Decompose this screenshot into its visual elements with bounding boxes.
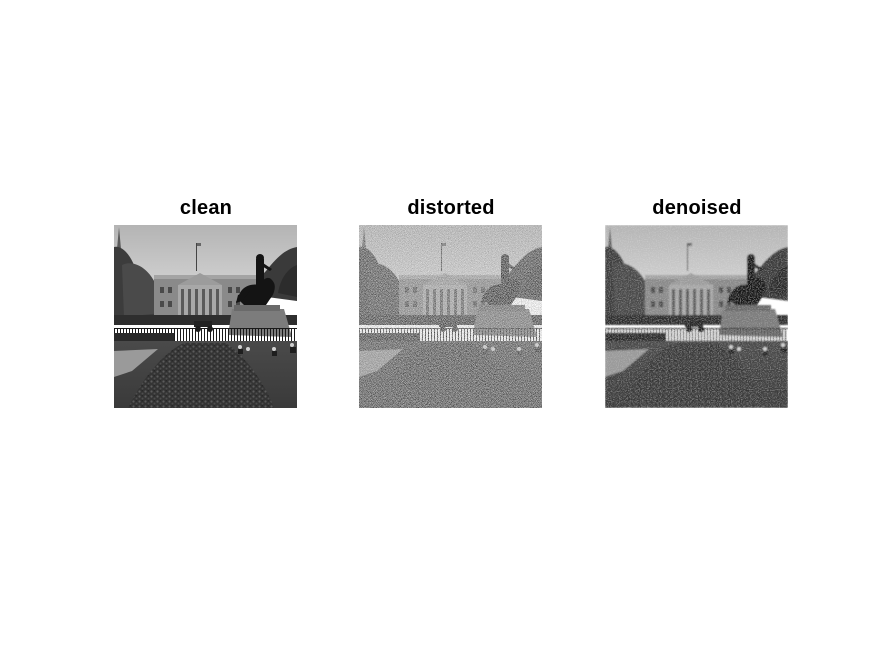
- panel-clean: clean: [114, 194, 298, 408]
- image-distorted: [359, 225, 542, 408]
- image-denoised: [605, 225, 788, 408]
- panel-distorted: distorted: [359, 194, 543, 408]
- panel-title-denoised: denoised: [652, 197, 742, 219]
- image-clean: [114, 225, 297, 408]
- panel-title-distorted: distorted: [407, 197, 495, 219]
- panel-denoised: denoised: [605, 194, 789, 408]
- panel-title-clean: clean: [179, 197, 233, 219]
